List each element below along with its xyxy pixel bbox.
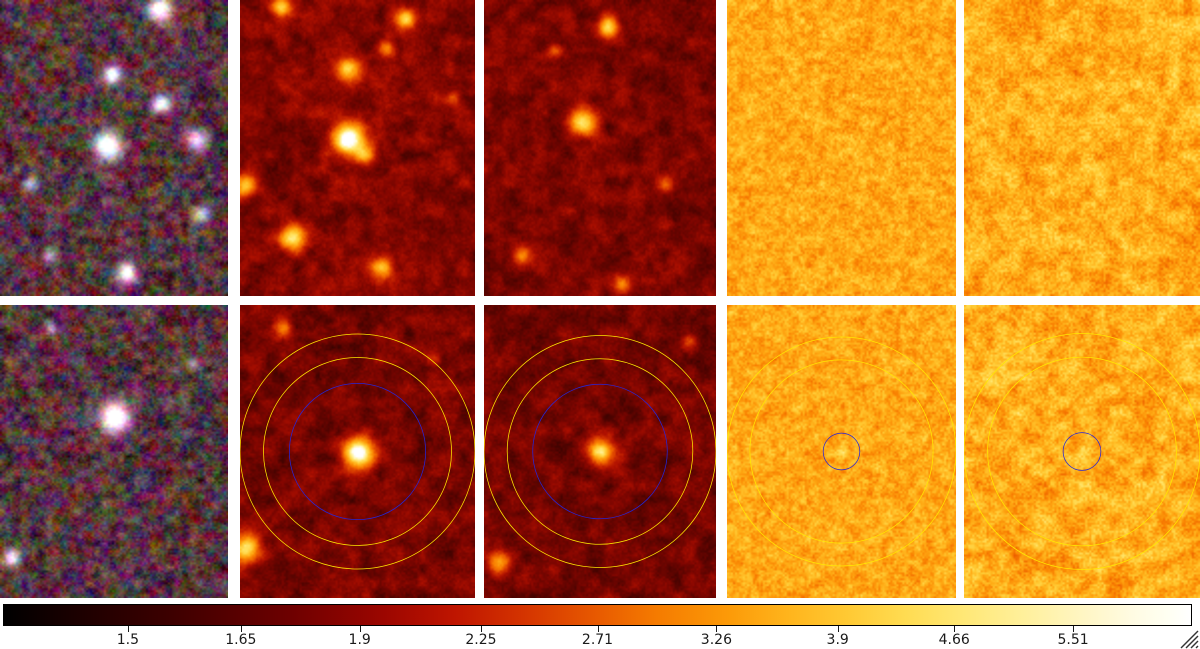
panel-image xyxy=(964,305,1200,598)
colorbar-tick-label: 1.9 xyxy=(348,632,371,648)
panel-image xyxy=(240,305,475,598)
panel-grid xyxy=(0,0,1200,598)
colorbar-tick-mark xyxy=(837,626,839,632)
colorbar-tick-mark xyxy=(240,626,242,632)
panel-image xyxy=(964,0,1200,296)
colorbar-tick-mark xyxy=(597,626,599,632)
panel-r2c2-single-band-annotated xyxy=(240,305,475,598)
panel-image xyxy=(0,0,228,296)
panel-r1c3-single-band xyxy=(484,0,716,296)
panel-r2c1-rgb-composite xyxy=(0,305,228,598)
colorbar-tick-mark xyxy=(716,626,718,632)
panel-r1c4-single-band xyxy=(727,0,956,296)
colorbar-tick-mark xyxy=(954,626,956,632)
colorbar-tick-label: 4.66 xyxy=(938,632,970,648)
colorbar-tick-mark xyxy=(359,626,361,632)
panel-image xyxy=(727,305,956,598)
colorbar-tick-mark xyxy=(480,626,482,632)
colorbar-tick-label: 5.51 xyxy=(1057,632,1089,648)
colorbar-tick-label: 2.71 xyxy=(581,632,614,648)
colorbar-tick-mark xyxy=(127,626,129,632)
panel-image xyxy=(727,0,956,296)
panel-r2c4-single-band-annotated xyxy=(727,305,956,598)
colorbar-tick-label: 1.65 xyxy=(225,632,257,648)
panel-r1c5-single-band xyxy=(964,0,1200,296)
intensity-colorbar xyxy=(3,604,1192,626)
panel-image xyxy=(0,305,228,598)
resize-grip-icon[interactable] xyxy=(1177,629,1199,649)
colorbar-tick-axis: 1.5 1.65 1.9 2.25 2.71 3.26 3.9 4.66 5.51 xyxy=(3,626,1192,649)
colorbar-tick-mark xyxy=(1073,626,1075,632)
colorbar-tick-label: 1.5 xyxy=(116,632,139,648)
colorbar-tick-label: 3.9 xyxy=(826,632,849,648)
panel-image xyxy=(484,305,716,598)
panel-r2c5-single-band-annotated xyxy=(964,305,1200,598)
colorbar-gradient xyxy=(3,604,1192,626)
panel-r2c3-single-band-annotated xyxy=(484,305,716,598)
panel-image xyxy=(240,0,475,296)
panel-image xyxy=(484,0,716,296)
colorbar-tick-label: 2.25 xyxy=(465,632,497,648)
panel-r1c1-rgb-composite xyxy=(0,0,228,296)
colorbar-tick-label: 3.26 xyxy=(700,632,732,648)
panel-r1c2-single-band xyxy=(240,0,475,296)
